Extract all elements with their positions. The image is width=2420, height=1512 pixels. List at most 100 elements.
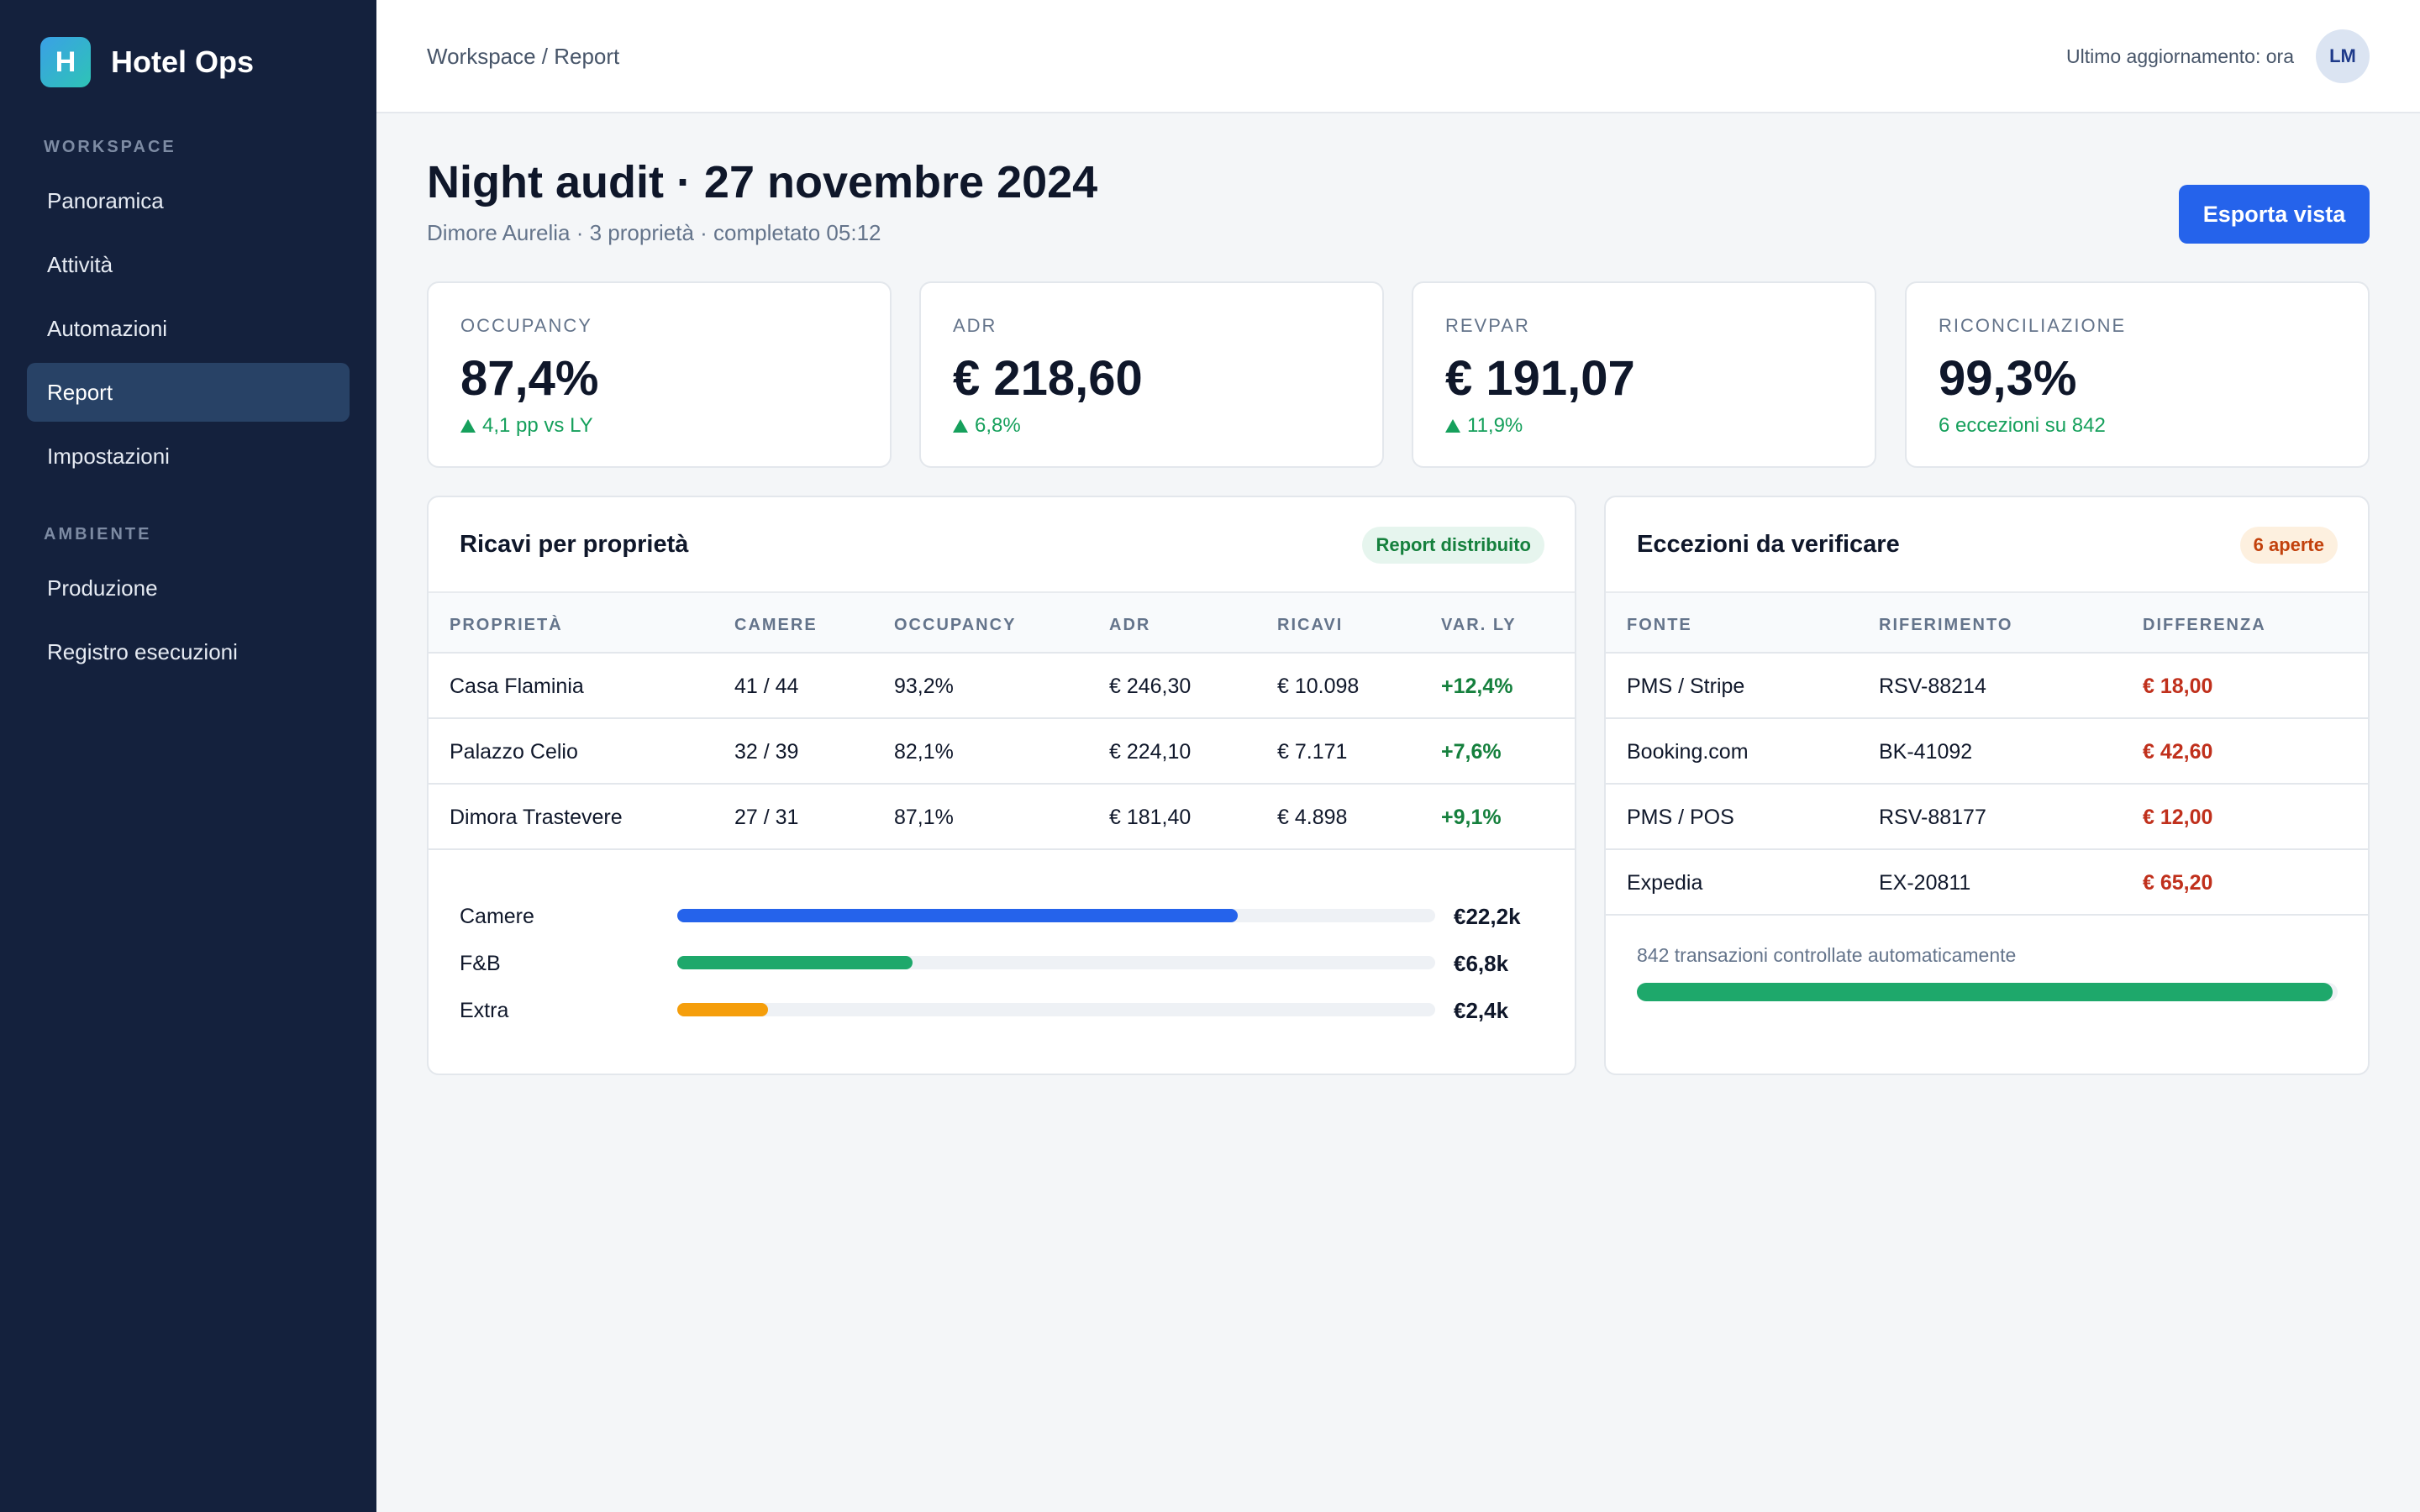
cell-revenue: € 10.098 bbox=[1277, 675, 1360, 698]
cell-source: Expedia bbox=[1627, 871, 1703, 895]
cell-rooms: 32 / 39 bbox=[734, 740, 799, 764]
kpi-label: RICONCILIAZIONE bbox=[1939, 315, 2127, 336]
brand[interactable]: H Hotel Ops bbox=[40, 37, 254, 87]
card-title: Ricavi per proprietà bbox=[460, 531, 689, 558]
mix-bar-track bbox=[677, 909, 1435, 922]
table-row[interactable]: Casa Flaminia 41 / 44 93,2% € 246,30 € 1… bbox=[429, 654, 1575, 719]
kpi-delta: 6 eccezioni su 842 bbox=[1939, 414, 2106, 438]
kpi-value: € 191,07 bbox=[1445, 351, 1635, 406]
cell-occupancy: 87,1% bbox=[894, 806, 954, 829]
sidebar-item-produzione[interactable]: Produzione bbox=[47, 575, 158, 601]
sidebar-item-impostazioni[interactable]: Impostazioni bbox=[47, 443, 170, 469]
mix-label: F&B bbox=[460, 952, 501, 975]
cell-difference: € 18,00 bbox=[2143, 675, 2213, 698]
page-subtitle: Dimore Aurelia · 3 proprietà · completat… bbox=[427, 220, 881, 245]
column-header[interactable]: FONTE bbox=[1627, 616, 1692, 634]
breadcrumb[interactable]: Workspace / Report bbox=[427, 44, 620, 69]
column-header[interactable]: OCCUPANCY bbox=[894, 616, 1017, 634]
kpi-delta-text: 4,1 pp vs LY bbox=[482, 414, 593, 437]
cell-adr: € 181,40 bbox=[1109, 806, 1192, 829]
avatar[interactable]: LM bbox=[2316, 29, 2370, 83]
table-header: FONTE RIFERIMENTO DIFFERENZA bbox=[1606, 591, 2368, 654]
sidebar-item-report[interactable]: Report bbox=[27, 363, 350, 422]
column-header[interactable]: DIFFERENZA bbox=[2143, 616, 2266, 634]
cell-variance: +7,6% bbox=[1441, 740, 1502, 764]
column-header[interactable]: RICAVI bbox=[1277, 616, 1344, 634]
mix-label: Camere bbox=[460, 905, 534, 928]
cell-rooms: 41 / 44 bbox=[734, 675, 799, 698]
kpi-label: OCCUPANCY bbox=[460, 315, 592, 336]
cell-source: Booking.com bbox=[1627, 740, 1749, 764]
reconciliation-progress-track bbox=[1637, 983, 2338, 1001]
app-name: Hotel Ops bbox=[111, 45, 255, 79]
sidebar: H Hotel Ops WORKSPACE Panoramica Attivit… bbox=[0, 0, 376, 1512]
kpi-delta-text: 6 eccezioni su 842 bbox=[1939, 414, 2106, 437]
cell-reference: EX-20811 bbox=[1879, 871, 1971, 895]
cell-source: PMS / POS bbox=[1627, 806, 1734, 829]
cell-revenue: € 7.171 bbox=[1277, 740, 1348, 764]
sidebar-item-panoramica[interactable]: Panoramica bbox=[47, 187, 164, 213]
mix-value: €2,4k bbox=[1454, 998, 1509, 1023]
export-view-button[interactable]: Esporta vista bbox=[2179, 185, 2370, 244]
cell-rooms: 27 / 31 bbox=[734, 806, 799, 829]
trend-up-icon bbox=[1445, 419, 1460, 433]
sidebar-item-attivita[interactable]: Attività bbox=[47, 251, 113, 277]
kpi-value: € 218,60 bbox=[953, 351, 1143, 406]
mix-bar-fill bbox=[677, 1003, 769, 1016]
kpi-card-revpar: REVPAR € 191,07 11,9% bbox=[1412, 281, 1876, 468]
table-row[interactable]: Dimora Trastevere 27 / 31 87,1% € 181,40… bbox=[429, 785, 1575, 850]
table-row[interactable]: PMS / Stripe RSV-88214 € 18,00 bbox=[1606, 654, 2368, 719]
mix-bar-fill bbox=[677, 956, 913, 969]
revenue-card: Ricavi per proprietà Report distribuito … bbox=[427, 496, 1576, 1075]
column-header[interactable]: VAR. LY bbox=[1441, 616, 1517, 634]
cell-occupancy: 93,2% bbox=[894, 675, 954, 698]
column-header[interactable]: ADR bbox=[1109, 616, 1151, 634]
open-count-badge: 6 aperte bbox=[2239, 527, 2338, 564]
nav-section-workspace: WORKSPACE bbox=[44, 138, 176, 156]
mix-bar-track bbox=[677, 956, 1435, 969]
exceptions-card: Eccezioni da verificare 6 aperte FONTE R… bbox=[1604, 496, 2370, 1075]
column-header[interactable]: PROPRIETÀ bbox=[450, 616, 563, 634]
cell-revenue: € 4.898 bbox=[1277, 806, 1348, 829]
top-bar: Workspace / Report Ultimo aggiornamento:… bbox=[376, 0, 2420, 113]
column-header[interactable]: CAMERE bbox=[734, 616, 818, 634]
kpi-delta-text: 6,8% bbox=[975, 414, 1021, 437]
page-title: Night audit · 27 novembre 2024 bbox=[427, 157, 1098, 207]
cell-reference: RSV-88214 bbox=[1879, 675, 1986, 698]
kpi-value: 99,3% bbox=[1939, 351, 2077, 406]
cell-reference: BK-41092 bbox=[1879, 740, 1973, 764]
kpi-label: REVPAR bbox=[1445, 315, 1530, 336]
app-logo-icon: H bbox=[40, 37, 91, 87]
cell-adr: € 246,30 bbox=[1109, 675, 1192, 698]
sidebar-item-automazioni[interactable]: Automazioni bbox=[47, 315, 168, 341]
last-updated-text: Ultimo aggiornamento: ora bbox=[2065, 45, 2294, 67]
mix-label: Extra bbox=[460, 999, 509, 1022]
nav-section-ambiente: AMBIENTE bbox=[44, 525, 152, 543]
cell-property: Casa Flaminia bbox=[450, 675, 584, 698]
cell-source: PMS / Stripe bbox=[1627, 675, 1745, 698]
trend-up-icon bbox=[460, 419, 476, 433]
kpi-label: ADR bbox=[953, 315, 997, 336]
kpi-delta: 11,9% bbox=[1445, 414, 1523, 438]
table-row[interactable]: Booking.com BK-41092 € 42,60 bbox=[1606, 719, 2368, 785]
table-header: PROPRIETÀ CAMERE OCCUPANCY ADR RICAVI VA… bbox=[429, 591, 1575, 654]
status-badge: Report distribuito bbox=[1362, 527, 1544, 564]
cell-variance: +12,4% bbox=[1441, 675, 1513, 698]
table-row[interactable]: Palazzo Celio 32 / 39 82,1% € 224,10 € 7… bbox=[429, 719, 1575, 785]
column-header[interactable]: RIFERIMENTO bbox=[1879, 616, 2013, 634]
table-row[interactable]: Expedia EX-20811 € 65,20 bbox=[1606, 850, 2368, 916]
cell-occupancy: 82,1% bbox=[894, 740, 954, 764]
reconciliation-progress-fill bbox=[1637, 983, 2333, 1001]
cell-variance: +9,1% bbox=[1441, 806, 1502, 829]
kpi-value: 87,4% bbox=[460, 351, 599, 406]
mix-bar-fill bbox=[677, 909, 1239, 922]
cell-property: Dimora Trastevere bbox=[450, 806, 623, 829]
kpi-delta: 4,1 pp vs LY bbox=[460, 414, 593, 438]
sidebar-item-registro-esecuzioni[interactable]: Registro esecuzioni bbox=[47, 638, 238, 664]
mix-value: €22,2k bbox=[1454, 904, 1521, 929]
cell-reference: RSV-88177 bbox=[1879, 806, 1986, 829]
table-row[interactable]: PMS / POS RSV-88177 € 12,00 bbox=[1606, 785, 2368, 850]
cell-property: Palazzo Celio bbox=[450, 740, 578, 764]
kpi-card-adr: ADR € 218,60 6,8% bbox=[919, 281, 1384, 468]
kpi-card-occupancy: OCCUPANCY 87,4% 4,1 pp vs LY bbox=[427, 281, 892, 468]
